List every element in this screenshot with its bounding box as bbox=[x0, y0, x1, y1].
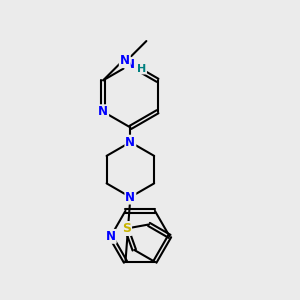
Text: N: N bbox=[106, 230, 116, 243]
Text: N: N bbox=[120, 54, 130, 67]
Text: N: N bbox=[125, 190, 135, 204]
Text: N: N bbox=[98, 105, 108, 118]
Text: H: H bbox=[137, 64, 146, 74]
Text: S: S bbox=[122, 222, 131, 235]
Text: N: N bbox=[125, 58, 135, 71]
Text: N: N bbox=[125, 136, 135, 148]
